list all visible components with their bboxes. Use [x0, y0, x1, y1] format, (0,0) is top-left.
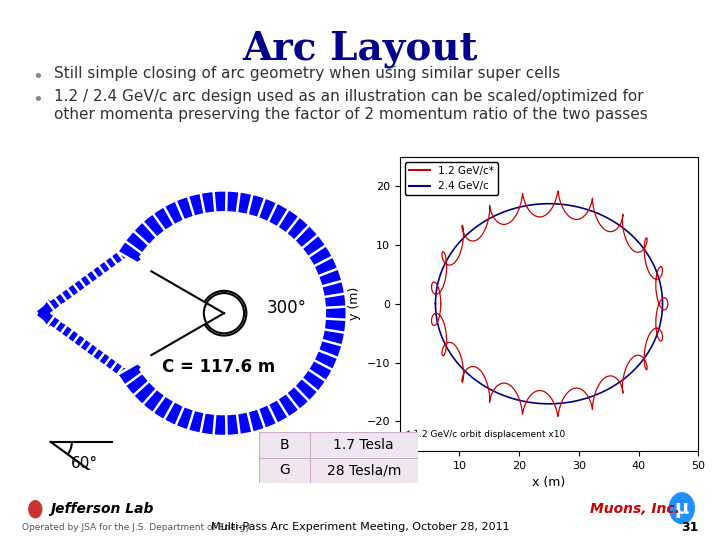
Text: 60°: 60° [71, 456, 98, 471]
Text: 1.2 / 2.4 GeV/c arc design used as an illustration can be scaled/optimized for
o: 1.2 / 2.4 GeV/c arc design used as an il… [54, 89, 648, 122]
Text: Arc Layout: Arc Layout [242, 30, 478, 68]
Text: Operated by JSA for the J.S. Department of Energy: Operated by JSA for the J.S. Department … [22, 523, 250, 531]
Polygon shape [50, 313, 224, 369]
Text: 31: 31 [681, 521, 698, 534]
Legend: 1.2 GeV/c*, 2.4 GeV/c: 1.2 GeV/c*, 2.4 GeV/c [405, 162, 498, 195]
Text: μ: μ [675, 498, 689, 518]
Circle shape [204, 293, 244, 333]
X-axis label: x (m): x (m) [532, 476, 566, 489]
Polygon shape [50, 257, 224, 313]
Text: •: • [32, 68, 43, 85]
Text: 300°: 300° [266, 299, 307, 316]
Text: Muons, Inc.: Muons, Inc. [590, 502, 680, 516]
Text: Still simple closing of arc geometry when using similar super cells: Still simple closing of arc geometry whe… [54, 66, 560, 81]
Text: •: • [32, 91, 43, 109]
Circle shape [28, 500, 42, 518]
Y-axis label: y (m): y (m) [348, 287, 361, 320]
Wedge shape [140, 216, 321, 410]
Text: * 1.2 GeV/c orbit displacement x10: * 1.2 GeV/c orbit displacement x10 [405, 430, 564, 439]
Text: 1.7 Tesla: 1.7 Tesla [333, 438, 394, 452]
Text: G: G [279, 463, 290, 477]
Text: B: B [280, 438, 289, 452]
Text: Multi-Pass Arc Experiment Meeting, October 28, 2011: Multi-Pass Arc Experiment Meeting, Octob… [211, 522, 509, 532]
Circle shape [669, 492, 695, 524]
Text: Jefferson Lab: Jefferson Lab [50, 502, 154, 516]
Text: C = 117.6 m: C = 117.6 m [162, 358, 275, 376]
FancyBboxPatch shape [259, 432, 418, 483]
Text: 28 Tesla/m: 28 Tesla/m [327, 463, 401, 477]
